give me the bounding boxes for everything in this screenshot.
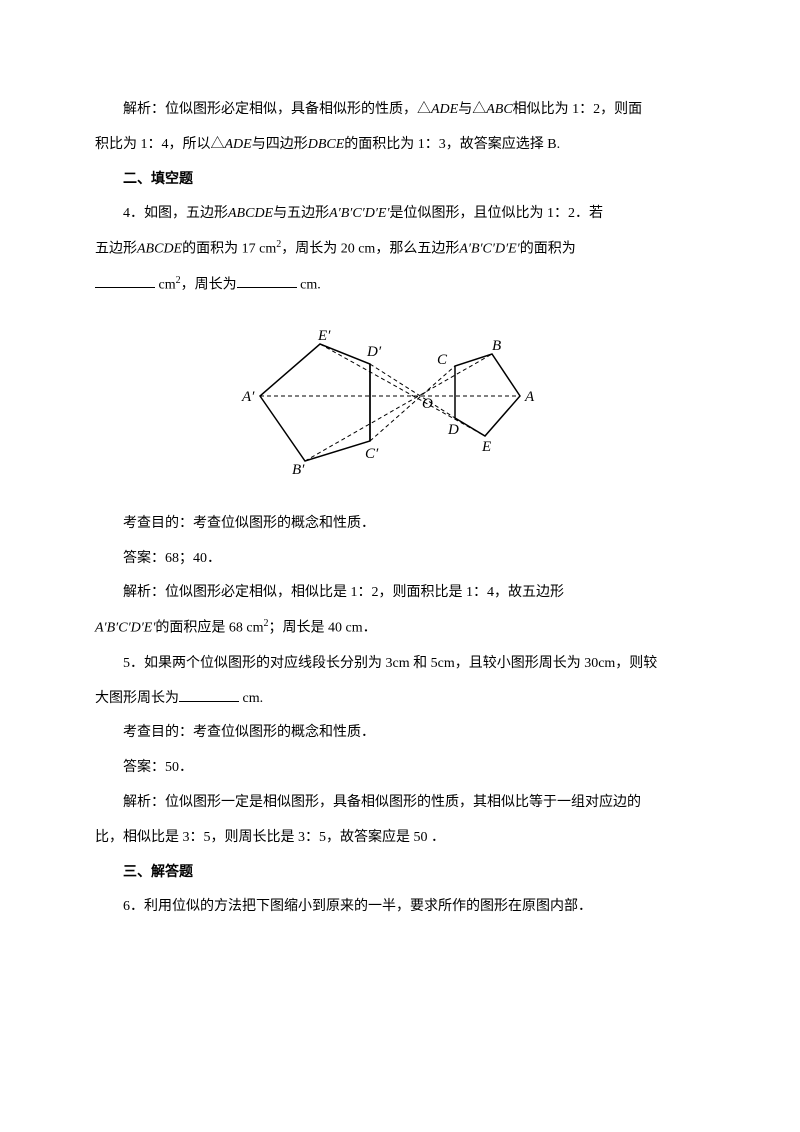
dash-line xyxy=(320,344,485,436)
text: ，周长为 xyxy=(181,277,237,292)
text: 解析：位似图形必定相似，具备相似形的性质，△ xyxy=(123,102,431,117)
text: 积比为 1：4，所以△ xyxy=(95,137,225,152)
para-purpose: 考查目的：考查位似图形的概念和性质． xyxy=(95,509,705,540)
para-analysis-1: 解析：位似图形必定相似，具备相似形的性质，△ADE与△ABC相似比为 1：2，则… xyxy=(95,95,705,126)
para-purpose-q5: 考查目的：考查位似图形的概念和性质． xyxy=(95,718,705,749)
pentagon-diagram: E′ D′ A′ B′ C′ O C D E A B xyxy=(230,326,570,476)
text: cm. xyxy=(297,277,321,292)
text: 的面积比为 1：3，故答案应选择 B. xyxy=(344,137,560,152)
para-analysis-1-cont: 积比为 1：4，所以△ADE与四边形DBCE的面积比为 1：3，故答案应选择 B… xyxy=(95,130,705,161)
label-c: C xyxy=(437,352,448,368)
dash-line xyxy=(370,366,455,441)
para-q4-1: 4．如图，五边形ABCDE与五边形A′B′C′D′E′是位似图形，且位似比为 1… xyxy=(95,199,705,230)
text: cm. xyxy=(239,691,263,706)
pentagon-right xyxy=(455,354,520,436)
figure-pentagons: E′ D′ A′ B′ C′ O C D E A B xyxy=(95,326,705,489)
para-analysis-2: 解析：位似图形必定相似，相似比是 1：2，则面积比是 1：4，故五边形 xyxy=(95,578,705,609)
blank-area xyxy=(95,274,155,288)
pentagon-abcde: ABCDE xyxy=(137,242,182,257)
para-q5-1: 5．如果两个位似图形的对应线段长分别为 3cm 和 5cm，且较小图形周长为 3… xyxy=(95,649,705,680)
label-d-prime: D′ xyxy=(366,344,382,360)
label-e-prime: E′ xyxy=(317,328,331,344)
text: 大图形周长为 xyxy=(95,691,179,706)
text: 是位似图形，且位似比为 1：2．若 xyxy=(390,206,604,221)
para-q4-3: cm2，周长为 cm. xyxy=(95,270,705,301)
pentagon-abcde: ABCDE xyxy=(228,206,273,221)
para-answer: 答案：68；40． xyxy=(95,544,705,575)
para-q4-2: 五边形ABCDE的面积为 17 cm2，周长为 20 cm，那么五边形A′B′C… xyxy=(95,234,705,265)
blank-perimeter xyxy=(237,274,297,288)
text: ，周长为 20 cm，那么五边形 xyxy=(281,242,459,257)
text: 与五边形 xyxy=(273,206,329,221)
label-a-prime: A′ xyxy=(241,389,255,405)
text: cm xyxy=(155,277,176,292)
label-b-prime: B′ xyxy=(292,462,305,476)
triangle-abc: ABC xyxy=(486,102,512,117)
label-d: D xyxy=(447,422,459,438)
heading-fill-blank: 二、填空题 xyxy=(95,165,705,196)
para-q6: 6．利用位似的方法把下图缩小到原来的一半，要求所作的图形在原图内部． xyxy=(95,892,705,923)
dash-line xyxy=(305,354,492,461)
heading-solve: 三、解答题 xyxy=(95,858,705,889)
pentagon-prime: A′B′C′D′E′ xyxy=(459,242,519,257)
text: 4．如图，五边形 xyxy=(123,206,228,221)
text: 与△ xyxy=(458,102,486,117)
para-q5-2: 大图形周长为 cm. xyxy=(95,684,705,715)
para-analysis-q5: 解析：位似图形一定是相似图形，具备相似图形的性质，其相似比等于一组对应边的 xyxy=(95,788,705,819)
label-a: A xyxy=(524,389,535,405)
para-analysis-2-cont: A′B′C′D′E′的面积应是 68 cm2；周长是 40 cm． xyxy=(95,613,705,644)
pentagon-prime: A′B′C′D′E′ xyxy=(329,206,389,221)
text: 相似比为 1：2，则面 xyxy=(513,102,643,117)
text: ；周长是 40 cm． xyxy=(269,621,377,636)
dash-line xyxy=(370,364,455,418)
triangle-ade: ADE xyxy=(431,102,458,117)
text: 的面积为 xyxy=(520,242,576,257)
blank-perimeter-q5 xyxy=(179,688,239,702)
text: 与四边形 xyxy=(252,137,308,152)
text: 的面积为 17 cm xyxy=(182,242,276,257)
pentagon-prime: A′B′C′D′E′ xyxy=(95,621,155,636)
quad-dbce: DBCE xyxy=(308,137,345,152)
text: 的面积应是 68 cm xyxy=(155,621,263,636)
label-o: O xyxy=(422,396,433,412)
label-b: B xyxy=(492,338,501,354)
text: 五边形 xyxy=(95,242,137,257)
label-e: E xyxy=(481,439,491,455)
para-analysis-q5-cont: 比，相似比是 3：5，则周长比是 3：5，故答案应是 50 ． xyxy=(95,823,705,854)
para-answer-q5: 答案：50． xyxy=(95,753,705,784)
triangle-ade: ADE xyxy=(225,137,252,152)
label-c-prime: C′ xyxy=(365,446,379,462)
pentagon-left xyxy=(260,344,370,461)
